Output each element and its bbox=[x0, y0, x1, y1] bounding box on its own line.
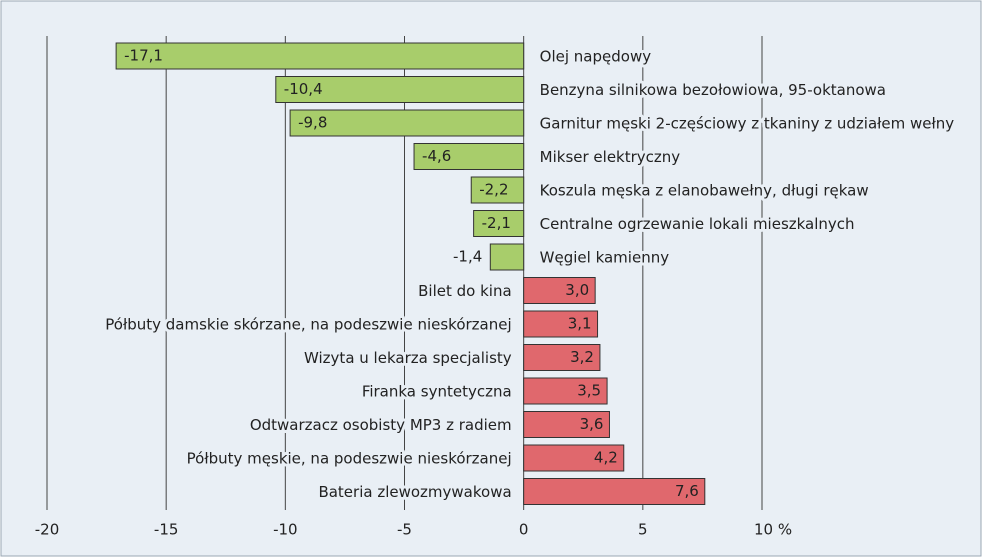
bar bbox=[523, 444, 625, 472]
value-label: 3,2 bbox=[570, 348, 594, 366]
value-label: -1,4 bbox=[453, 248, 482, 266]
bar bbox=[115, 42, 525, 70]
value-label: -9,8 bbox=[298, 114, 327, 132]
bar bbox=[489, 243, 525, 271]
value-label: -10,4 bbox=[284, 80, 323, 98]
bar bbox=[523, 377, 608, 405]
value-label: -2,1 bbox=[482, 214, 511, 232]
category-label: Półbuty męskie, na podeszwie nieskórzane… bbox=[187, 450, 512, 468]
bar bbox=[413, 143, 525, 170]
x-tick-label: -20 bbox=[35, 521, 60, 539]
bar bbox=[523, 411, 610, 438]
value-label: 3,1 bbox=[568, 315, 592, 333]
category-label: Węgiel kamienny bbox=[540, 249, 670, 267]
category-label: Olej napędowy bbox=[540, 48, 652, 66]
category-label: Garnitur męski 2-częściowy z tkaniny z u… bbox=[540, 115, 955, 133]
value-label: -4,6 bbox=[422, 147, 451, 165]
category-label: Wizyta u lekarza specjalisty bbox=[304, 349, 512, 367]
category-label: Benzyna silnikowa bezołowiowa, 95-oktano… bbox=[540, 81, 886, 99]
bar bbox=[523, 344, 601, 371]
x-tick-label: -5 bbox=[397, 521, 412, 539]
category-label: Mikser elektryczny bbox=[540, 148, 681, 166]
bar bbox=[523, 277, 596, 304]
category-label: Bilet do kina bbox=[418, 282, 512, 300]
value-label: -2,2 bbox=[479, 181, 508, 199]
bar bbox=[275, 76, 525, 103]
category-label: Półbuty damskie skórzane, na podeszwie n… bbox=[105, 316, 511, 334]
bar bbox=[470, 176, 525, 204]
value-label: 3,5 bbox=[577, 382, 601, 400]
value-label: -17,1 bbox=[124, 47, 163, 65]
bar bbox=[523, 478, 706, 505]
bar bbox=[473, 210, 525, 237]
category-label: Firanka syntetyczna bbox=[362, 383, 512, 401]
bar bbox=[289, 109, 525, 137]
value-label: 7,6 bbox=[675, 482, 699, 500]
x-tick-label: 0 bbox=[519, 521, 529, 539]
value-label: 3,6 bbox=[580, 415, 604, 433]
category-label: Koszula męska z elanobawełny, długi ręka… bbox=[540, 182, 869, 200]
category-label: Centralne ogrzewanie lokali mieszkalnych bbox=[540, 215, 855, 233]
category-label: Bateria zlewozmywakowa bbox=[318, 483, 511, 501]
value-label: 4,2 bbox=[594, 449, 618, 467]
category-label: Odtwarzacz osobisty MP3 z radiem bbox=[250, 416, 512, 434]
x-tick-label: -15 bbox=[154, 521, 179, 539]
x-tick-label: 10 % bbox=[754, 521, 792, 539]
value-label: 3,0 bbox=[565, 281, 589, 299]
bar bbox=[523, 310, 599, 338]
x-tick-label: 5 bbox=[638, 521, 648, 539]
x-tick-label: -10 bbox=[273, 521, 298, 539]
